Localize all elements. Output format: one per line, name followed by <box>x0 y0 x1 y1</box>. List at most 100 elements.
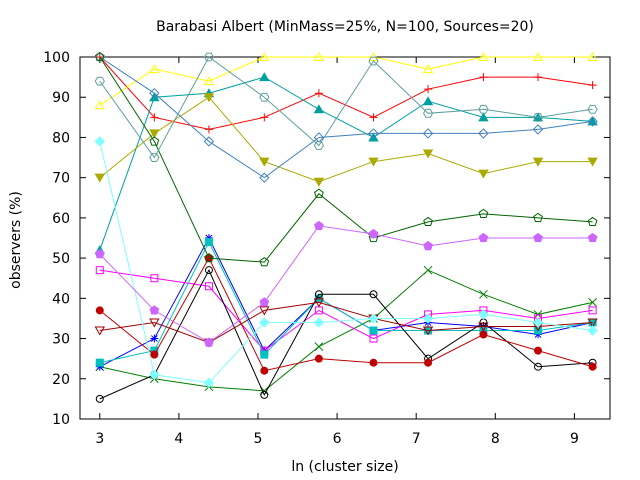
x-tick-label: 5 <box>254 431 263 447</box>
data-point <box>368 228 379 239</box>
data-point <box>422 64 434 74</box>
data-point <box>313 51 325 61</box>
data-point <box>150 113 159 122</box>
data-point <box>203 76 215 86</box>
series-11 <box>94 93 598 187</box>
y-axis: 10 20 30 40 50 60 70 80 90 100 <box>43 50 610 428</box>
data-point <box>369 113 378 122</box>
data-point <box>149 153 160 162</box>
data-point <box>369 334 378 343</box>
data-point <box>259 92 270 102</box>
data-point <box>94 100 105 110</box>
data-point <box>369 358 378 367</box>
series-8 <box>94 51 598 110</box>
data-point <box>95 394 104 403</box>
x-tick-label: 6 <box>333 431 342 447</box>
data-point <box>533 232 543 243</box>
data-point <box>94 51 105 62</box>
data-point <box>95 362 104 371</box>
series-line <box>99 76 593 251</box>
data-point <box>95 53 104 61</box>
data-point <box>314 188 324 198</box>
x-axis-title: ln (cluster size) <box>291 459 398 475</box>
data-point <box>479 73 488 82</box>
data-point <box>260 350 269 359</box>
data-point <box>203 93 215 103</box>
x-tick-label: 4 <box>174 431 183 447</box>
data-point <box>259 257 270 267</box>
data-point <box>259 172 270 183</box>
data-point <box>478 112 489 122</box>
data-point <box>314 354 323 363</box>
data-point <box>150 350 159 359</box>
data-point <box>587 325 598 336</box>
series-10 <box>94 298 598 348</box>
series-line <box>99 141 593 384</box>
data-point <box>204 238 213 247</box>
series-layer <box>94 51 598 403</box>
data-point <box>259 306 270 316</box>
data-point <box>95 358 104 367</box>
y-tick-label: 90 <box>52 90 70 106</box>
series-13 <box>94 136 598 389</box>
data-point <box>422 96 434 106</box>
data-point <box>534 330 543 339</box>
data-point <box>369 290 378 299</box>
series-line <box>99 301 593 344</box>
series-line <box>99 269 593 352</box>
data-point <box>314 89 323 98</box>
data-point <box>587 318 598 328</box>
data-point <box>532 157 544 167</box>
y-tick-label: 10 <box>52 412 70 428</box>
data-point <box>314 220 324 231</box>
data-point <box>368 313 379 324</box>
data-point <box>259 72 270 82</box>
x-tick-label: 9 <box>570 431 579 447</box>
data-point <box>313 141 324 150</box>
series-line <box>99 56 593 130</box>
data-point <box>588 298 597 307</box>
series-5 <box>95 238 597 367</box>
series-line <box>99 225 593 344</box>
data-point <box>587 116 598 126</box>
data-point <box>368 56 379 66</box>
y-tick-label: 50 <box>52 251 70 267</box>
x-tick-label: 8 <box>491 431 500 447</box>
series-line <box>99 240 593 364</box>
data-point <box>422 128 434 139</box>
data-point <box>149 136 160 146</box>
data-point <box>587 104 598 114</box>
data-point <box>534 73 543 82</box>
data-point <box>368 132 379 142</box>
data-point <box>149 318 160 328</box>
series-line <box>99 269 593 392</box>
data-point <box>533 310 543 319</box>
data-point <box>94 326 105 336</box>
data-point <box>259 297 270 307</box>
series-line <box>99 56 593 159</box>
data-point <box>587 157 598 167</box>
data-point <box>532 52 544 61</box>
data-point <box>424 85 433 94</box>
data-point <box>204 337 214 347</box>
series-3 <box>95 234 597 371</box>
data-point <box>94 173 105 183</box>
series-line <box>99 56 593 106</box>
data-point <box>94 136 105 147</box>
series-line <box>99 56 593 263</box>
series-line <box>99 96 593 183</box>
data-point <box>204 234 213 242</box>
data-point <box>422 326 434 336</box>
series-1 <box>95 53 597 134</box>
y-tick-label: 70 <box>52 171 70 187</box>
data-point <box>423 240 433 251</box>
data-point <box>149 64 160 74</box>
data-point <box>532 112 544 122</box>
series-6 <box>95 266 597 403</box>
data-point <box>588 306 597 315</box>
data-point <box>534 362 543 371</box>
data-point <box>313 177 325 187</box>
data-point <box>204 266 213 275</box>
data-point <box>422 149 434 159</box>
chart-title: Barabasi Albert (MinMass=25%, N=100, Sou… <box>156 19 534 35</box>
